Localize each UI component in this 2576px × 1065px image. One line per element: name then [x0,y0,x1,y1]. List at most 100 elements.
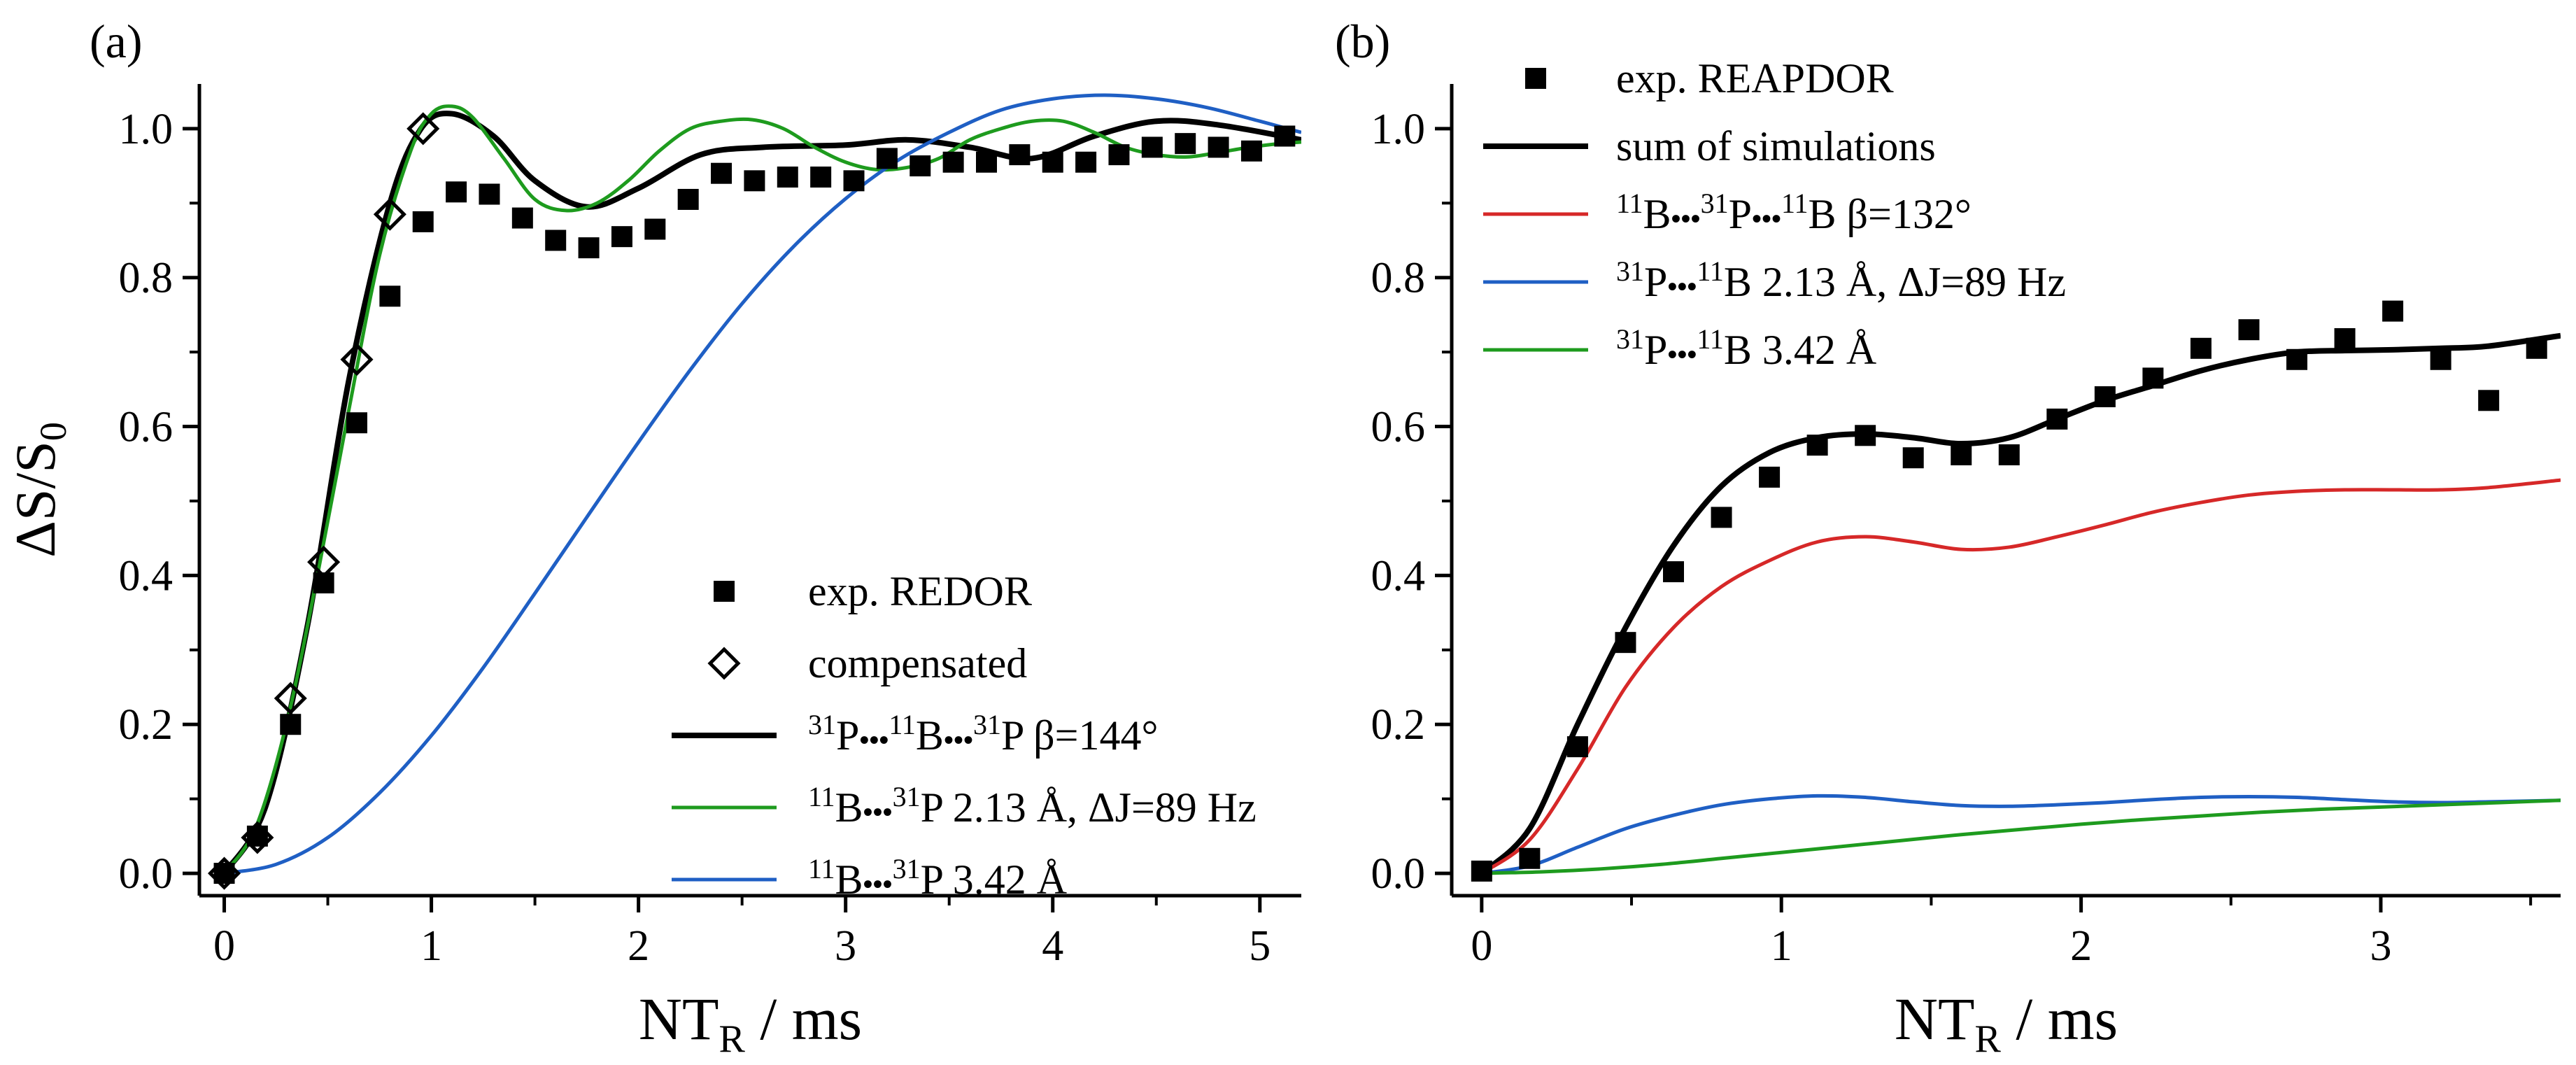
x-axis-title: NTR / ms [1895,985,2118,1061]
legend-label-part: ••• [863,796,893,828]
legend-label-part: B [835,856,863,903]
x-tick-label: 3 [835,922,856,970]
x-axis-title-subscript: R [719,1017,746,1061]
data-point [2238,319,2260,341]
x-axis-title-unit: / ms [2001,985,2118,1052]
x-tick-label: 2 [628,922,649,970]
data-point [711,162,733,184]
legend-label-part: sum of simulations [1616,123,1936,169]
data-point [2478,390,2500,411]
legend-label-part: B 3.42 Å [1724,327,1876,373]
y-axis-title: ΔS/S0 [3,422,74,558]
legend-label-part: compensated [808,640,1027,686]
series-line [1481,794,2561,875]
legend-label-part: ••• [944,724,973,756]
data-point [1471,860,1492,882]
data-point [578,237,600,259]
legend-label-superscript: 11 [1697,323,1724,355]
legend-label-superscript: 31 [893,853,921,884]
y-tick-label: 0.6 [119,404,174,451]
data-point [2334,327,2356,349]
x-axis-title-main: NT [1895,985,1975,1052]
y-tick-label: 0.6 [1371,404,1426,451]
series-line [1480,332,2561,876]
legend-label-part: B [835,784,863,831]
x-axis-title: NTR / ms [639,985,862,1061]
data-point [1042,151,1063,173]
data-point [644,218,666,240]
legend-label: exp. REAPDOR [1616,55,1894,101]
data-point [446,181,467,203]
data-point [2382,300,2404,322]
series-line [1481,798,2561,875]
legend-label-superscript: 31 [893,781,921,812]
x-tick-label: 4 [1042,922,1063,970]
data-point [379,285,401,307]
data-point [307,545,341,579]
legend-label-superscript: 31 [1701,188,1729,219]
legend-label: compensated [808,640,1027,686]
x-tick-label: 1 [420,922,442,970]
panel-label: (b) [1335,15,1390,68]
data-point [744,170,765,192]
legend-label-part: P [1729,191,1752,237]
legend-label-superscript: 11 [808,853,835,884]
data-point [810,167,832,188]
data-point [677,188,699,210]
legend-label: exp. REDOR [808,568,1032,614]
y-tick-label: 0.2 [1371,701,1426,749]
data-point [2142,367,2164,389]
data-point [1141,136,1163,158]
y-tick-label: 0.2 [119,701,174,749]
data-point [2430,348,2451,370]
legend-label-superscript: 11 [1781,188,1809,219]
x-axis-title-unit: / ms [745,985,862,1052]
legend-label: 31P•••11B 3.42 Å [1616,323,1876,374]
y-tick-label: 0.8 [1371,255,1426,302]
data-point [373,197,406,231]
legend-label-part: B 2.13 Å, ΔJ=89 Hz [1724,259,2066,305]
x-tick-label: 0 [1471,922,1492,970]
data-point [479,183,500,205]
data-point [1615,632,1636,654]
plot-area [1480,332,2561,876]
data-point [241,821,274,854]
legend-label-part: ••• [1667,271,1697,302]
data-point [412,211,434,232]
data-point [340,343,374,376]
data-point [1806,435,1828,456]
y-tick-label: 0.0 [1371,850,1426,898]
legend-marker-swatch [1525,68,1546,89]
data-point [2526,337,2547,359]
y-tick-label: 0.4 [119,552,174,600]
data-point [611,226,632,248]
y-tick-label: 1.0 [119,106,174,153]
data-point [1175,133,1196,155]
legend-label-part: ••• [1671,203,1701,234]
legend-label-part: ••• [863,868,893,900]
legend-label-superscript: 11 [889,709,916,740]
legend-label-superscript: 31 [808,709,836,740]
legend-label-part: P 3.42 Å [921,856,1067,903]
data-point [346,412,367,434]
legend-label: 11B•••31P•••11B β=132° [1616,188,1972,238]
legend-label-superscript: 31 [1616,255,1644,287]
data-point [1240,140,1262,162]
legend-label-superscript: 31 [1616,323,1644,355]
data-point [274,682,307,715]
legend-label-part: ••• [1752,203,1781,234]
data-point [942,151,964,173]
legend-label: 11B•••31P 3.42 Å [808,853,1067,903]
y-axis-title-main: ΔS/S [3,441,67,558]
data-point [1855,425,1876,446]
legend-label-superscript: 31 [973,709,1001,740]
data-point [1759,466,1781,488]
legend-marker-swatch [707,647,741,680]
data-point [1519,847,1541,869]
legend-label-superscript: 11 [808,781,835,812]
panel-b: 0 1 2 3 0.0 0.2 0.4 0.6 0.8 1.0 (b) NTR / ms exp. RE… [1335,15,2561,1061]
y-tick-label: 0.8 [119,255,174,302]
x-axis-title-main: NT [639,985,719,1052]
